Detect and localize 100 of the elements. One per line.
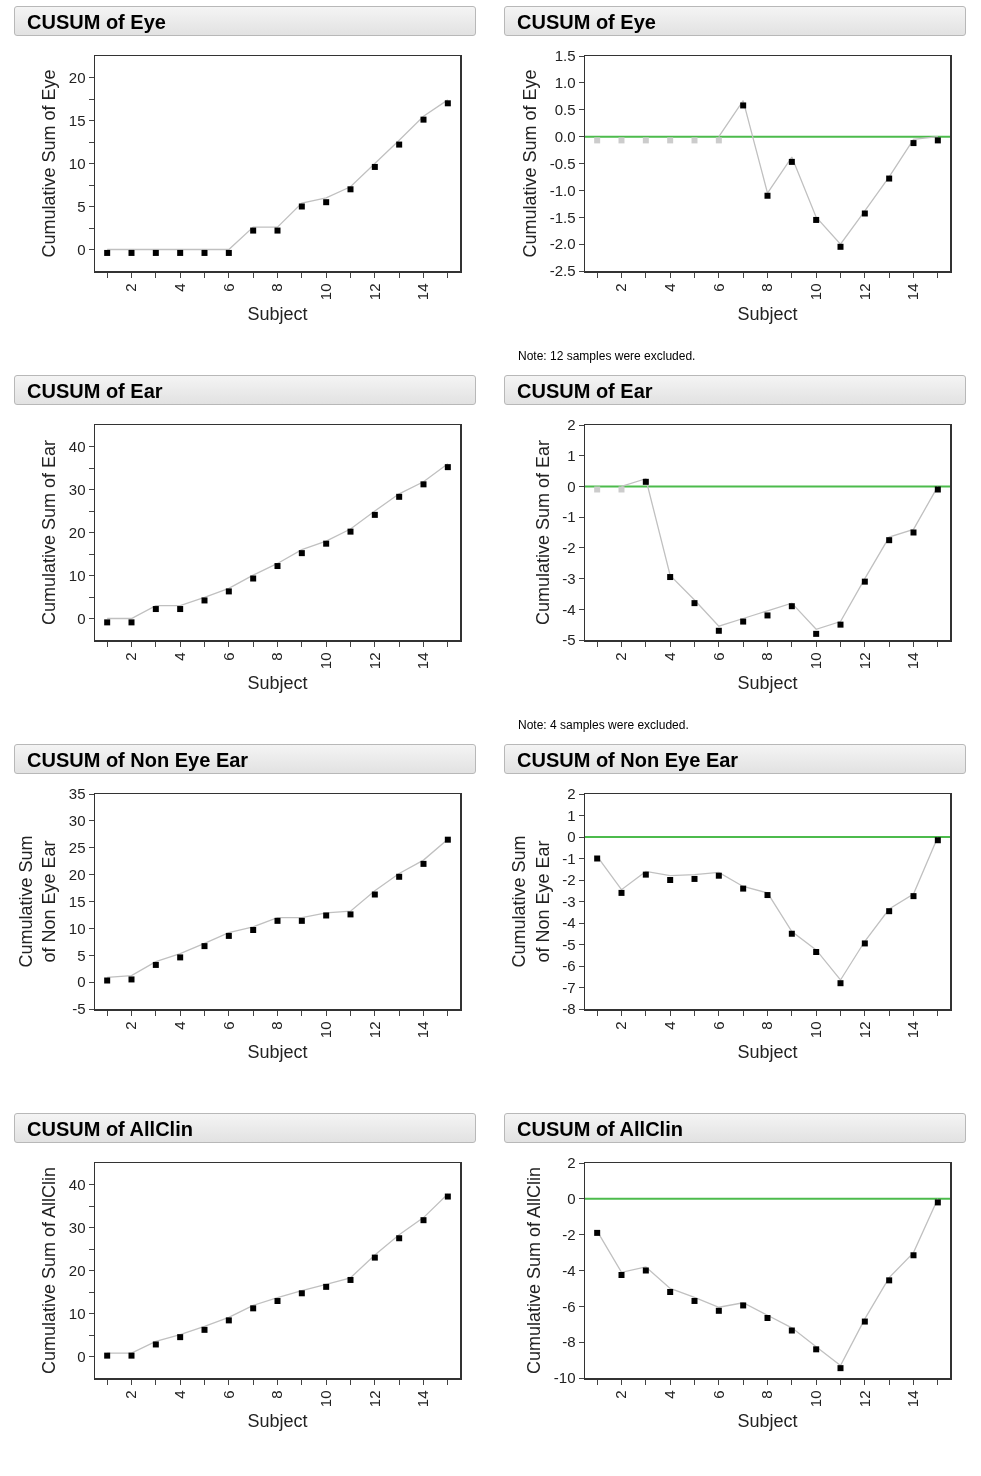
y-tick-label: 1 bbox=[567, 806, 576, 824]
point bbox=[274, 227, 281, 234]
point bbox=[740, 102, 747, 109]
y-tick-label: -2.5 bbox=[549, 262, 576, 280]
x-tick-label: 4 bbox=[661, 1021, 679, 1030]
x-tick-label: 8 bbox=[268, 283, 286, 292]
y-axis-title: Cumulative Sum of AllClin bbox=[524, 1166, 545, 1375]
y-axis-title: Cumulative Sum of Eye bbox=[39, 69, 60, 258]
y-tick-label: 0.5 bbox=[554, 101, 576, 118]
x-tick-label: 14 bbox=[414, 1390, 432, 1408]
x-tick-label: 14 bbox=[904, 1021, 922, 1039]
x-axis-title: Subject bbox=[737, 1042, 798, 1063]
point bbox=[371, 511, 378, 518]
point bbox=[128, 619, 135, 626]
point bbox=[764, 192, 771, 199]
point bbox=[250, 926, 257, 933]
point bbox=[323, 912, 330, 919]
x-tick-label: 4 bbox=[661, 652, 679, 661]
point bbox=[764, 1314, 771, 1321]
point bbox=[740, 885, 747, 892]
x-tick-label: 6 bbox=[709, 1021, 727, 1030]
point bbox=[274, 563, 281, 570]
point bbox=[225, 588, 232, 595]
point bbox=[128, 1352, 135, 1359]
point bbox=[347, 911, 354, 918]
y-tick-label: 0 bbox=[77, 240, 86, 258]
y-tick-label: -8 bbox=[562, 1000, 576, 1018]
y-tick-label: -5 bbox=[562, 631, 576, 649]
point bbox=[837, 1365, 844, 1372]
y-tick-label: 10 bbox=[68, 154, 86, 172]
point bbox=[740, 1302, 747, 1309]
chart-title: CUSUM of Non Eye Ear bbox=[504, 744, 966, 774]
x-tick-label: 10 bbox=[807, 1021, 825, 1039]
x-tick-label: 12 bbox=[365, 1390, 383, 1408]
point bbox=[910, 529, 917, 536]
point bbox=[201, 249, 208, 256]
x-tick-label: 4 bbox=[171, 652, 189, 661]
point bbox=[861, 940, 868, 947]
point bbox=[594, 137, 601, 144]
chart-title: CUSUM of AllClin bbox=[14, 1113, 476, 1143]
x-axis-title: Subject bbox=[737, 304, 798, 325]
point bbox=[420, 1217, 427, 1224]
point bbox=[594, 486, 601, 493]
point bbox=[715, 627, 722, 634]
y-tick-label: -0.5 bbox=[549, 154, 576, 172]
point bbox=[152, 606, 159, 613]
point bbox=[444, 100, 451, 107]
point bbox=[396, 493, 403, 500]
point bbox=[910, 140, 917, 147]
y-tick-label: -1 bbox=[562, 849, 576, 867]
point bbox=[886, 1277, 893, 1284]
point bbox=[104, 619, 111, 626]
x-tick-label: 2 bbox=[122, 283, 140, 292]
point bbox=[788, 158, 795, 165]
point bbox=[813, 630, 820, 637]
point bbox=[618, 1271, 625, 1278]
chart-title: CUSUM of Ear bbox=[14, 375, 476, 405]
y-tick-label: 10 bbox=[68, 919, 86, 937]
y-tick-label: 20 bbox=[68, 865, 86, 883]
point bbox=[444, 1193, 451, 1200]
y-tick-label: 30 bbox=[68, 480, 86, 498]
y-tick-label: 2 bbox=[567, 785, 576, 803]
point bbox=[934, 486, 941, 493]
y-tick-label: -5 bbox=[562, 935, 576, 953]
chart-title: CUSUM of Eye bbox=[14, 6, 476, 36]
x-tick-label: 12 bbox=[365, 1021, 383, 1039]
x-tick-label: 14 bbox=[414, 1021, 432, 1039]
point bbox=[910, 893, 917, 900]
y-tick-label: -1 bbox=[562, 508, 576, 526]
point bbox=[201, 943, 208, 950]
point bbox=[642, 1267, 649, 1274]
x-axis-title: Subject bbox=[247, 1042, 308, 1063]
x-tick-label: 10 bbox=[317, 283, 335, 301]
y-tick-label: 20 bbox=[68, 1261, 86, 1279]
point bbox=[691, 600, 698, 607]
point bbox=[371, 1254, 378, 1261]
point bbox=[250, 227, 257, 234]
point bbox=[813, 949, 820, 956]
point bbox=[298, 203, 305, 210]
point bbox=[274, 917, 281, 924]
y-tick-label: -2 bbox=[562, 539, 576, 557]
point bbox=[667, 574, 674, 581]
point bbox=[642, 478, 649, 485]
y-axis-title: Cumulative Sum of Eye bbox=[520, 69, 541, 258]
point bbox=[371, 891, 378, 898]
point bbox=[298, 550, 305, 557]
point bbox=[128, 976, 135, 983]
point bbox=[861, 578, 868, 585]
x-tick-label: 6 bbox=[709, 652, 727, 661]
x-axis-title: Subject bbox=[247, 673, 308, 694]
y-tick-label: 25 bbox=[68, 839, 86, 856]
y-tick-label: 0 bbox=[567, 1190, 576, 1208]
point bbox=[788, 1327, 795, 1334]
x-tick-label: 2 bbox=[612, 652, 630, 661]
x-tick-label: 12 bbox=[855, 652, 873, 670]
y-tick-label: -4 bbox=[562, 1261, 576, 1279]
x-tick-label: 8 bbox=[268, 1390, 286, 1399]
x-axis-title: Subject bbox=[737, 1411, 798, 1432]
x-tick-label: 8 bbox=[268, 1021, 286, 1030]
y-tick-label: 40 bbox=[68, 1175, 86, 1193]
